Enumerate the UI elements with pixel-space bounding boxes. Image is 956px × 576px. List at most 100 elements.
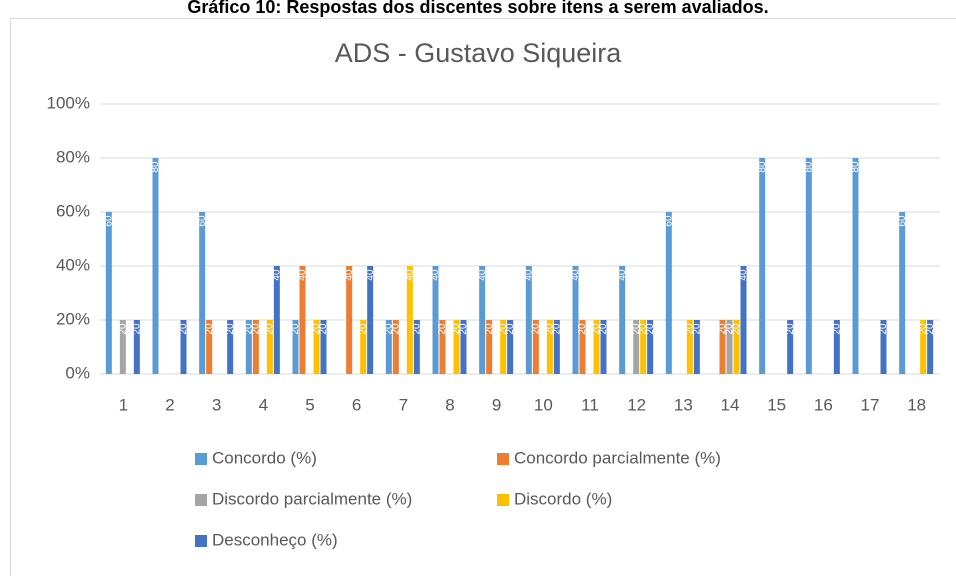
bar xyxy=(927,320,934,374)
data-label: 20 xyxy=(831,323,842,335)
bar xyxy=(180,320,187,374)
bar xyxy=(346,266,353,374)
bar xyxy=(266,320,273,374)
data-label: 20 xyxy=(724,323,735,335)
legend-swatch xyxy=(497,494,509,506)
legend-label: Discordo parcialmente (%) xyxy=(212,489,412,508)
data-label: 20 xyxy=(717,323,728,335)
data-label: 40 xyxy=(523,269,534,281)
data-label: 20 xyxy=(178,323,189,335)
x-tick-label: 12 xyxy=(627,395,646,414)
data-label: 20 xyxy=(551,323,562,335)
data-label: 40 xyxy=(404,269,415,281)
data-label: 20 xyxy=(530,323,541,335)
data-label: 80 xyxy=(150,161,161,173)
bar xyxy=(579,320,586,374)
bar xyxy=(880,320,887,374)
y-tick-label: 0% xyxy=(65,363,90,382)
bar xyxy=(532,320,539,374)
bar xyxy=(479,266,486,374)
data-label: 20 xyxy=(290,323,301,335)
data-label: 20 xyxy=(918,323,929,335)
y-tick-label: 60% xyxy=(56,201,90,220)
data-label: 60 xyxy=(197,215,208,227)
bar xyxy=(406,266,413,374)
legend-label: Discordo (%) xyxy=(514,489,612,508)
x-tick-label: 1 xyxy=(119,395,128,414)
bar xyxy=(227,320,234,374)
bar xyxy=(805,158,812,374)
bar xyxy=(633,320,640,374)
bar xyxy=(899,212,906,374)
data-label: 20 xyxy=(505,323,516,335)
data-label: 20 xyxy=(264,323,275,335)
bar xyxy=(759,158,766,374)
bar xyxy=(245,320,252,374)
x-tick-label: 16 xyxy=(814,395,833,414)
data-label: 20 xyxy=(117,323,128,335)
data-label: 40 xyxy=(297,269,308,281)
bar xyxy=(740,266,747,374)
y-tick-label: 80% xyxy=(56,147,90,166)
data-label: 20 xyxy=(451,323,462,335)
data-label: 20 xyxy=(591,323,602,335)
bar xyxy=(252,320,259,374)
x-tick-label: 9 xyxy=(492,395,501,414)
x-tick-label: 2 xyxy=(165,395,174,414)
legend-swatch xyxy=(195,535,207,547)
data-label: 20 xyxy=(684,323,695,335)
x-tick-label: 6 xyxy=(352,395,361,414)
bar xyxy=(133,320,140,374)
data-label: 20 xyxy=(458,323,469,335)
data-label: 40 xyxy=(344,269,355,281)
x-tick-label: 7 xyxy=(399,395,408,414)
data-label: 20 xyxy=(383,323,394,335)
bar xyxy=(392,320,399,374)
data-label: 20 xyxy=(731,323,742,335)
bar xyxy=(619,266,626,374)
bar xyxy=(385,320,392,374)
x-tick-label: 5 xyxy=(305,395,314,414)
x-tick-label: 13 xyxy=(674,395,693,414)
bar xyxy=(500,320,507,374)
bar xyxy=(525,266,532,374)
data-label: 20 xyxy=(498,323,509,335)
data-label: 20 xyxy=(358,323,369,335)
bar xyxy=(920,320,927,374)
data-label: 40 xyxy=(617,269,628,281)
bar xyxy=(833,320,840,374)
bar xyxy=(367,266,374,374)
data-label: 80 xyxy=(757,161,768,173)
data-label: 20 xyxy=(225,323,236,335)
data-label: 20 xyxy=(544,323,555,335)
legend-swatch xyxy=(195,453,207,465)
bar xyxy=(105,212,112,374)
bar xyxy=(693,320,700,374)
y-tick-label: 40% xyxy=(56,255,90,274)
data-label: 40 xyxy=(477,269,488,281)
bar xyxy=(719,320,726,374)
data-label: 20 xyxy=(204,323,215,335)
bar xyxy=(733,320,740,374)
bar xyxy=(640,320,647,374)
data-label: 20 xyxy=(411,323,422,335)
x-tick-label: 8 xyxy=(445,395,454,414)
x-tick-label: 14 xyxy=(721,395,740,414)
chart-title: ADS - Gustavo Siqueira xyxy=(335,38,623,68)
data-label: 20 xyxy=(437,323,448,335)
data-label: 20 xyxy=(598,323,609,335)
data-label: 20 xyxy=(878,323,889,335)
x-tick-label: 11 xyxy=(581,395,599,414)
data-label: 20 xyxy=(631,323,642,335)
data-label: 20 xyxy=(250,323,261,335)
bar xyxy=(572,266,579,374)
legend-swatch xyxy=(497,453,509,465)
bar xyxy=(206,320,213,374)
data-label: 40 xyxy=(271,269,282,281)
bar xyxy=(787,320,794,374)
bar xyxy=(413,320,420,374)
data-label: 40 xyxy=(570,269,581,281)
data-label: 20 xyxy=(318,323,329,335)
bar xyxy=(486,320,493,374)
